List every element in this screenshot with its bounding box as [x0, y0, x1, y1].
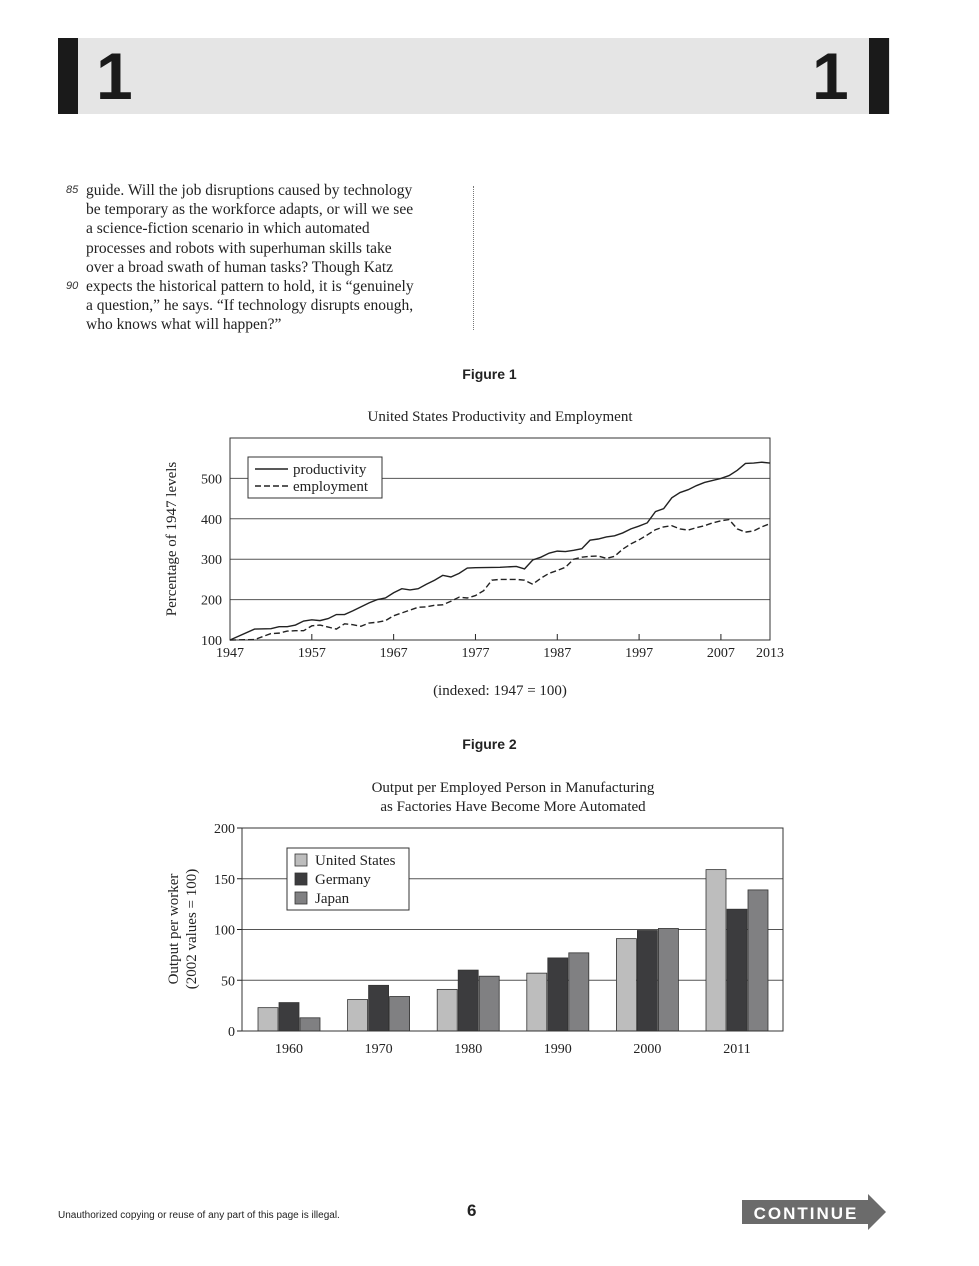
- legend-swatch: [294, 891, 308, 905]
- bar-japan: [389, 996, 411, 1032]
- line-text: who knows what will happen?”: [86, 316, 282, 334]
- y-tick-label: 100: [201, 634, 222, 649]
- bar-germany: [457, 969, 479, 1032]
- passage-text: 85 guide. Will the job disruptions caused…: [60, 181, 460, 335]
- page-number: 6: [467, 1201, 477, 1220]
- x-tick-label: 1970: [365, 1042, 393, 1057]
- line-text: a science-fiction scenario in which auto…: [86, 220, 370, 238]
- bar-united-states: [705, 869, 727, 1032]
- plot-frame: [229, 437, 771, 641]
- bar-japan: [478, 975, 500, 1032]
- y-tick-label: 100: [214, 924, 235, 939]
- continue-arrow-icon: [742, 1194, 886, 1230]
- chart-title-line1: Output per Employed Person in Manufactur…: [372, 780, 655, 796]
- y-axis-label-line2: (2002 values = 100): [184, 869, 200, 990]
- section-marker-right: [869, 38, 889, 114]
- column-divider: [473, 186, 474, 330]
- passage-line: a science-fiction scenario in which auto…: [60, 219, 460, 238]
- bar-germany: [637, 930, 658, 1032]
- series-line-productivity: [229, 461, 771, 641]
- line-text: be temporary as the workforce adapts, or…: [86, 201, 414, 219]
- bar-japan: [568, 952, 590, 1032]
- y-tick-label: 200: [201, 594, 222, 609]
- line-text: a question,” he says. “If technology dis…: [86, 297, 414, 315]
- legend-swatch: [294, 872, 308, 886]
- line-text: expects the historical pattern to hold, …: [86, 277, 414, 295]
- legend-label: Germany: [315, 872, 371, 888]
- bar-germany: [547, 957, 569, 1032]
- x-tick-label: 1977: [461, 646, 489, 661]
- legend-label: employment: [293, 479, 369, 495]
- section-number-right: 1: [812, 39, 849, 113]
- x-tick-label: 1947: [216, 646, 244, 661]
- copyright-notice: Unauthorized copying or reuse of any par…: [58, 1210, 340, 1221]
- passage-line: be temporary as the workforce adapts, or…: [60, 200, 460, 219]
- y-tick-label: 0: [228, 1025, 235, 1040]
- line-number: 85: [66, 184, 79, 196]
- y-tick-label: 200: [214, 822, 235, 837]
- figure-2-bar-chart: Output per Employed Person in Manufactur…: [166, 780, 784, 1057]
- legend-box: [247, 456, 383, 499]
- y-tick-label: 300: [201, 553, 222, 568]
- continue-button[interactable]: CONTINUE: [742, 1194, 888, 1230]
- bar-japan: [747, 889, 769, 1032]
- continue-label: CONTINUE: [754, 1204, 859, 1223]
- x-axis-label: (indexed: 1947 = 100): [433, 683, 567, 699]
- figure-1-label: Figure 1: [462, 366, 517, 382]
- x-tick-label: 2007: [707, 646, 735, 661]
- legend-label: United States: [315, 853, 396, 869]
- x-tick-label: 2011: [723, 1042, 750, 1057]
- legend-label: productivity: [293, 462, 367, 478]
- x-tick-label: 2000: [633, 1042, 661, 1057]
- x-tick-label: 1980: [454, 1042, 482, 1057]
- bar-united-states: [436, 988, 458, 1032]
- passage-line: who knows what will happen?”: [60, 315, 460, 334]
- figure-2-label: Figure 2: [462, 736, 517, 752]
- bar-united-states: [526, 972, 548, 1032]
- x-tick-label: 1957: [298, 646, 326, 661]
- bar-united-states: [616, 938, 637, 1032]
- chart-title: United States Productivity and Employmen…: [368, 409, 634, 425]
- chart-title-line2: as Factories Have Become More Automated: [380, 799, 646, 815]
- x-tick-label: 1960: [275, 1042, 303, 1057]
- y-tick-label: 500: [201, 472, 222, 487]
- bar-japan: [658, 928, 679, 1032]
- passage-line: over a broad swath of human tasks? Thoug…: [60, 258, 460, 277]
- x-tick-label: 1990: [544, 1042, 572, 1057]
- bar-germany: [726, 908, 748, 1032]
- passage-line: 90 expects the historical pattern to hold…: [60, 277, 460, 296]
- section-header-bar: [58, 38, 890, 114]
- y-axis-label: Percentage of 1947 levels: [164, 462, 180, 617]
- line-text: over a broad swath of human tasks? Thoug…: [86, 258, 394, 276]
- bar-germany: [278, 1002, 300, 1032]
- line-text: processes and robots with superhuman ski…: [86, 239, 392, 257]
- y-tick-label: 400: [201, 513, 222, 528]
- section-marker-left: [58, 38, 78, 114]
- y-axis-label-line1: Output per worker: [166, 874, 182, 985]
- bar-japan: [299, 1017, 321, 1032]
- bar-united-states: [347, 999, 369, 1032]
- x-tick-label: 2013: [756, 646, 784, 661]
- line-text: guide. Will the job disruptions caused b…: [86, 182, 413, 199]
- legend-label: Japan: [315, 891, 350, 907]
- section-number-left: 1: [96, 39, 133, 113]
- passage-line: processes and robots with superhuman ski…: [60, 239, 460, 258]
- legend-swatch: [294, 853, 308, 867]
- x-tick-label: 1997: [625, 646, 653, 661]
- x-tick-label: 1967: [380, 646, 408, 661]
- line-number: 90: [66, 279, 79, 292]
- series-line-employment: [229, 518, 771, 641]
- passage-line: a question,” he says. “If technology dis…: [60, 296, 460, 315]
- passage-line: 85 guide. Will the job disruptions caused…: [60, 181, 460, 200]
- plot-frame: [241, 827, 784, 1032]
- bar-germany: [368, 984, 390, 1032]
- y-tick-label: 50: [221, 974, 235, 989]
- y-tick-label: 150: [214, 873, 235, 888]
- x-tick-label: 1987: [543, 646, 571, 661]
- bar-united-states: [257, 1007, 279, 1032]
- figure-1-line-chart: United States Productivity and Employmen…: [164, 409, 784, 699]
